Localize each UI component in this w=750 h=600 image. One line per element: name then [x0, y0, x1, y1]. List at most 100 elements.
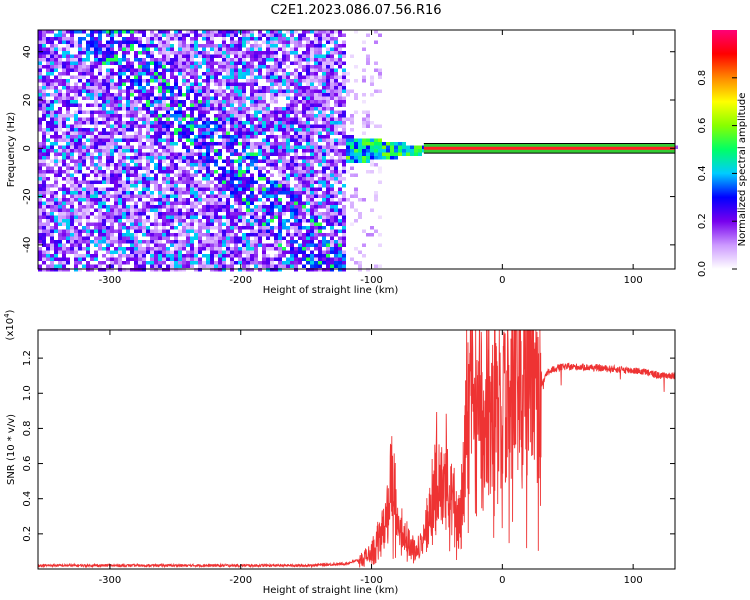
heatmap-cell	[146, 191, 150, 195]
heatmap-cell	[314, 61, 318, 65]
heatmap-cell	[214, 233, 218, 237]
heatmap-cell	[326, 222, 330, 226]
heatmap-cell	[126, 110, 130, 114]
heatmap-cell	[42, 229, 46, 233]
heatmap-cell	[74, 159, 78, 163]
heatmap-cell	[134, 166, 138, 170]
heatmap-cell	[266, 194, 270, 198]
heatmap-cell	[206, 135, 210, 139]
heatmap-cell	[282, 131, 286, 135]
heatmap-cell	[118, 159, 122, 163]
heatmap-cell	[258, 205, 262, 209]
heatmap-cell	[242, 138, 246, 142]
heatmap-cell	[182, 58, 186, 62]
heatmap-cell	[222, 121, 226, 125]
heatmap-cell	[166, 229, 170, 233]
heatmap-cell	[286, 131, 290, 135]
heatmap-cell	[142, 61, 146, 65]
heatmap-cell	[46, 152, 50, 156]
heatmap-cell	[254, 114, 258, 118]
heatmap-cell	[214, 264, 218, 268]
heatmap-cell	[58, 198, 62, 202]
heatmap-cell	[278, 65, 282, 69]
heatmap-cell	[42, 33, 46, 37]
heatmap-cell	[46, 121, 50, 125]
heatmap-cell	[206, 208, 210, 212]
heatmap-cell	[330, 107, 334, 111]
heatmap-cell	[206, 177, 210, 181]
heatmap-cell	[102, 229, 106, 233]
heatmap-cell	[254, 233, 258, 237]
heatmap-cell	[270, 229, 274, 233]
heatmap-cell	[326, 254, 330, 258]
heatmap-cell	[242, 212, 246, 216]
heatmap-cell	[126, 93, 130, 97]
heatmap-cell	[222, 33, 226, 37]
heatmap-cell	[238, 61, 242, 65]
heatmap-cell	[142, 156, 146, 160]
heatmap-cell	[186, 96, 190, 100]
heatmap-cell	[286, 229, 290, 233]
heatmap-cell	[238, 205, 242, 209]
heatmap-cell	[242, 180, 246, 184]
heatmap-cell	[110, 208, 114, 212]
heatmap-cell	[150, 268, 154, 272]
heatmap-cell	[38, 219, 42, 223]
snr-y-ticks: 0.20.40.60.81.01.2	[22, 350, 675, 542]
heatmap-cell	[162, 177, 166, 181]
heatmap-cell	[326, 61, 330, 65]
heatmap-cell	[130, 89, 134, 93]
heatmap-cell	[86, 51, 90, 55]
heatmap-cell	[46, 30, 50, 34]
heatmap-cell	[338, 264, 342, 268]
heatmap-cell	[310, 114, 314, 118]
heatmap-cell	[258, 208, 262, 212]
heatmap-cell	[86, 194, 90, 198]
heatmap-cell	[398, 145, 402, 149]
heatmap-cell	[54, 82, 58, 86]
heatmap-cell	[370, 142, 374, 146]
heatmap-cell	[70, 138, 74, 142]
heatmap-cell	[298, 222, 302, 226]
heatmap-cell	[154, 124, 158, 128]
heatmap-cell	[154, 180, 158, 184]
heatmap-cell	[342, 166, 346, 170]
heatmap-cell	[54, 79, 58, 83]
heatmap-cell	[278, 68, 282, 72]
heatmap-cell	[130, 191, 134, 195]
heatmap-cell	[150, 261, 154, 265]
heatmap-cell	[86, 205, 90, 209]
heatmap-cell	[138, 180, 142, 184]
heatmap-cell	[234, 138, 238, 142]
heatmap-cell	[318, 254, 322, 258]
heatmap-cell	[182, 159, 186, 163]
heatmap-cell	[290, 261, 294, 265]
heatmap-cell	[158, 222, 162, 226]
heatmap-cell	[270, 86, 274, 90]
heatmap-cell	[94, 254, 98, 258]
heatmap-cell	[178, 219, 182, 223]
heatmap-cell	[214, 261, 218, 265]
heatmap-cell	[346, 79, 350, 83]
heatmap-cell	[78, 149, 82, 153]
heatmap-cell	[114, 107, 118, 111]
heatmap-cell	[142, 187, 146, 191]
heatmap-cell	[418, 152, 422, 156]
heatmap-cell	[258, 187, 262, 191]
heatmap-cell	[86, 54, 90, 58]
heatmap-cell	[86, 33, 90, 37]
heatmap-cell	[82, 96, 86, 100]
heatmap-cell	[142, 264, 146, 268]
heatmap-cell	[142, 44, 146, 48]
heatmap-cell	[198, 170, 202, 174]
heatmap-cell	[290, 103, 294, 107]
heatmap-cell	[350, 159, 354, 163]
heatmap-cell	[282, 149, 286, 153]
heatmap-cell	[410, 145, 414, 149]
heatmap-cell	[106, 110, 110, 114]
heatmap-cell	[222, 47, 226, 51]
heatmap-cell	[106, 93, 110, 97]
heatmap-cell	[194, 268, 198, 272]
heatmap-cell	[202, 156, 206, 160]
heatmap-cell	[166, 138, 170, 142]
